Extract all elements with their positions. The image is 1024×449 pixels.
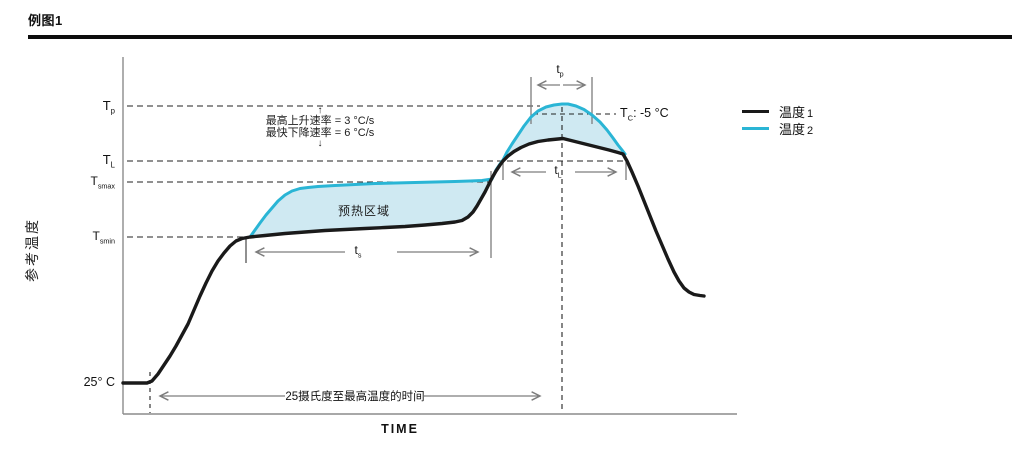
ytick-tp: Tp	[102, 98, 115, 116]
tp-label: tp	[556, 62, 564, 79]
ytick-tsmin: Tsmin	[92, 229, 115, 246]
ramp-up-rate-text: 最高上升速率 = 3 °C/s	[265, 115, 375, 127]
legend-swatch-temperature-1	[742, 110, 769, 113]
ramp-down-rate-text: 最快下降速率 = 6 °C/s	[265, 126, 375, 139]
preheat-zone-fill	[250, 178, 492, 237]
preheat-zone-label: 预热区域	[338, 204, 391, 218]
time-to-peak-label: 25摄氏度至最高温度的时间	[285, 391, 425, 403]
up-arrow-icon: ↑	[317, 105, 323, 116]
figure-title: 例图1	[28, 13, 63, 28]
legend-label-temperature-2: 温度 2	[779, 122, 814, 137]
y-axis-title: 参考温度	[24, 218, 40, 282]
legend: 温度 1 温度 2	[742, 103, 813, 137]
ts-label: ts	[354, 243, 362, 260]
title-rule	[28, 35, 1012, 39]
ramp-rate-annotation: ↑ 最高上升速率 = 3 °C/s 最快下降速率 = 6 °C/s ↓	[236, 106, 404, 149]
ytick-ambient: 25° C	[83, 375, 115, 389]
legend-label-temperature-1: 温度 1	[779, 105, 814, 120]
legend-swatch-temperature-2	[742, 127, 769, 130]
down-arrow-icon: ↓	[317, 138, 323, 149]
tl-label: tL	[554, 163, 562, 180]
ytick-tsmax: Tsmax	[90, 174, 115, 191]
legend-item-temperature-1: 温度 1	[742, 103, 813, 120]
legend-item-temperature-2: 温度 2	[742, 120, 813, 137]
curve-temperature-1	[121, 136, 706, 385]
x-axis-title: TIME	[381, 422, 419, 436]
ytick-tl: TL	[102, 152, 115, 170]
tc-label: TC: -5 °C	[620, 106, 669, 123]
